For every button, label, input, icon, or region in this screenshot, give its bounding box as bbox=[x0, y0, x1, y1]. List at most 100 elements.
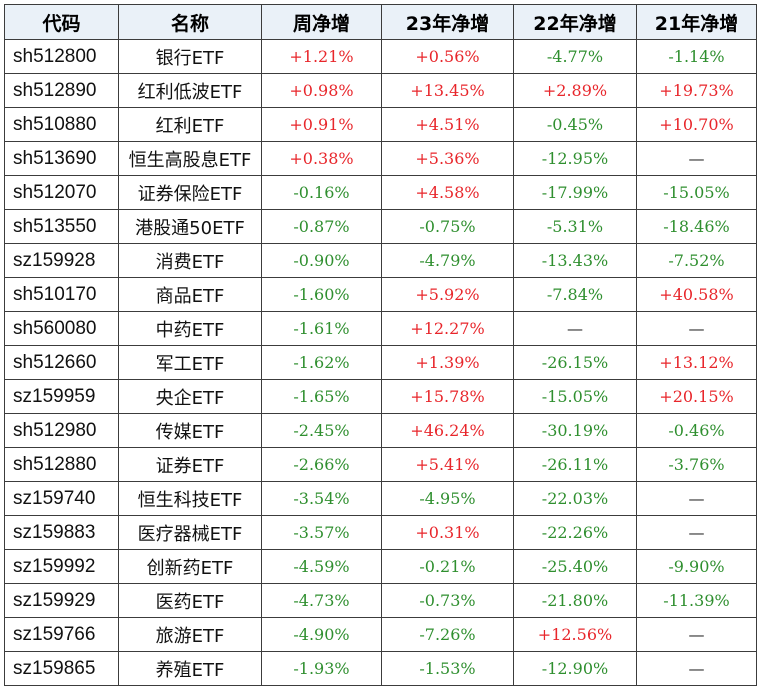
etf-code-cell: sh512880 bbox=[4, 447, 119, 482]
net-growth-2022-cell: -21.80% bbox=[513, 583, 637, 618]
etf-name-cell: 红利低波ETF bbox=[118, 73, 262, 108]
etf-name-cell: 港股通50ETF bbox=[118, 209, 262, 244]
net-growth-2022-cell: -12.90% bbox=[513, 651, 637, 686]
etf-name-cell: 创新药ETF bbox=[118, 549, 262, 584]
header-weekly-net-growth: 周净增 bbox=[261, 4, 382, 40]
etf-code-cell: sh510880 bbox=[4, 107, 119, 142]
net-growth-2022-cell: — bbox=[513, 311, 637, 346]
net-growth-2022-cell: -22.26% bbox=[513, 515, 637, 550]
net-growth-2021-cell: +20.15% bbox=[636, 379, 757, 414]
net-growth-2023-cell: -1.53% bbox=[381, 651, 514, 686]
etf-code-cell: sz159865 bbox=[4, 651, 119, 686]
weekly-net-growth-cell: -1.62% bbox=[261, 345, 382, 380]
etf-code-cell: sz159740 bbox=[4, 481, 119, 516]
etf-name-cell: 红利ETF bbox=[118, 107, 262, 142]
table-row: sh510880 红利ETF +0.91% +4.51% -0.45% +10.70% bbox=[4, 107, 757, 142]
etf-code-cell: sz159959 bbox=[4, 379, 119, 414]
net-growth-2021-cell: +19.73% bbox=[636, 73, 757, 108]
weekly-net-growth-cell: -0.90% bbox=[261, 243, 382, 278]
net-growth-2022-cell: -22.03% bbox=[513, 481, 637, 516]
net-growth-2023-cell: -4.79% bbox=[381, 243, 514, 278]
weekly-net-growth-cell: -0.87% bbox=[261, 209, 382, 244]
etf-name-cell: 医药ETF bbox=[118, 583, 262, 618]
net-growth-2022-cell: -13.43% bbox=[513, 243, 637, 278]
table-row: sh513550 港股通50ETF -0.87% -0.75% -5.31% -18.46… bbox=[4, 209, 757, 244]
header-code: 代码 bbox=[4, 4, 119, 40]
header-name: 名称 bbox=[118, 4, 262, 40]
net-growth-2021-cell: -3.76% bbox=[636, 447, 757, 482]
net-growth-2021-cell: -0.46% bbox=[636, 413, 757, 448]
etf-net-growth-table: 代码 名称 周净增 23年净增 22年净增 21年净增 sh512800 银行ET… bbox=[4, 4, 757, 686]
net-growth-2021-cell: -9.90% bbox=[636, 549, 757, 584]
etf-name-cell: 恒生高股息ETF bbox=[118, 141, 262, 176]
etf-name-cell: 传媒ETF bbox=[118, 413, 262, 448]
net-growth-2022-cell: -26.11% bbox=[513, 447, 637, 482]
weekly-net-growth-cell: -0.16% bbox=[261, 175, 382, 210]
etf-code-cell: sh512980 bbox=[4, 413, 119, 448]
net-growth-2021-cell: -18.46% bbox=[636, 209, 757, 244]
etf-name-cell: 央企ETF bbox=[118, 379, 262, 414]
net-growth-2023-cell: +0.56% bbox=[381, 39, 514, 74]
etf-name-cell: 中药ETF bbox=[118, 311, 262, 346]
etf-name-cell: 医疗器械ETF bbox=[118, 515, 262, 550]
etf-code-cell: sh513690 bbox=[4, 141, 119, 176]
table-row: sh512880 证券ETF -2.66% +5.41% -26.11% -3.76% bbox=[4, 447, 757, 482]
header-2022-net-growth: 22年净增 bbox=[513, 4, 637, 40]
net-growth-2022-cell: -0.45% bbox=[513, 107, 637, 142]
etf-name-cell: 养殖ETF bbox=[118, 651, 262, 686]
etf-code-cell: sh512660 bbox=[4, 345, 119, 380]
table-row: sz159929 医药ETF -4.73% -0.73% -21.80% -11.39% bbox=[4, 583, 757, 618]
weekly-net-growth-cell: -4.90% bbox=[261, 617, 382, 652]
table-row: sh512890 红利低波ETF +0.98% +13.45% +2.89% +19.73… bbox=[4, 73, 757, 108]
etf-code-cell: sh512800 bbox=[4, 39, 119, 74]
header-2021-net-growth: 21年净增 bbox=[636, 4, 757, 40]
table-row: sh512800 银行ETF +1.21% +0.56% -4.77% -1.14% bbox=[4, 39, 757, 74]
table-body: sh512800 银行ETF +1.21% +0.56% -4.77% -1.14% sh5… bbox=[4, 39, 757, 686]
table-row: sz159865 养殖ETF -1.93% -1.53% -12.90% — bbox=[4, 651, 757, 686]
weekly-net-growth-cell: -3.54% bbox=[261, 481, 382, 516]
net-growth-2023-cell: +12.27% bbox=[381, 311, 514, 346]
weekly-net-growth-cell: -1.65% bbox=[261, 379, 382, 414]
weekly-net-growth-cell: +0.38% bbox=[261, 141, 382, 176]
weekly-net-growth-cell: -2.66% bbox=[261, 447, 382, 482]
net-growth-2022-cell: -30.19% bbox=[513, 413, 637, 448]
weekly-net-growth-cell: +0.98% bbox=[261, 73, 382, 108]
weekly-net-growth-cell: -2.45% bbox=[261, 413, 382, 448]
table-row: sh513690 恒生高股息ETF +0.38% +5.36% -12.95% — bbox=[4, 141, 757, 176]
table-row: sz159992 创新药ETF -4.59% -0.21% -25.40% -9.90% bbox=[4, 549, 757, 584]
weekly-net-growth-cell: -3.57% bbox=[261, 515, 382, 550]
etf-code-cell: sz159992 bbox=[4, 549, 119, 584]
net-growth-2022-cell: -17.99% bbox=[513, 175, 637, 210]
table-row: sh512070 证券保险ETF -0.16% +4.58% -17.99% -15.05… bbox=[4, 175, 757, 210]
etf-code-cell: sz159929 bbox=[4, 583, 119, 618]
net-growth-2021-cell: -15.05% bbox=[636, 175, 757, 210]
net-growth-2023-cell: +13.45% bbox=[381, 73, 514, 108]
net-growth-2023-cell: +0.31% bbox=[381, 515, 514, 550]
net-growth-2021-cell: -7.52% bbox=[636, 243, 757, 278]
etf-code-cell: sh512070 bbox=[4, 175, 119, 210]
net-growth-2023-cell: -7.26% bbox=[381, 617, 514, 652]
etf-name-cell: 军工ETF bbox=[118, 345, 262, 380]
etf-code-cell: sz159766 bbox=[4, 617, 119, 652]
weekly-net-growth-cell: -1.61% bbox=[261, 311, 382, 346]
net-growth-2023-cell: -0.75% bbox=[381, 209, 514, 244]
etf-name-cell: 消费ETF bbox=[118, 243, 262, 278]
etf-name-cell: 旅游ETF bbox=[118, 617, 262, 652]
net-growth-2023-cell: +5.36% bbox=[381, 141, 514, 176]
net-growth-2021-cell: -1.14% bbox=[636, 39, 757, 74]
etf-code-cell: sh513550 bbox=[4, 209, 119, 244]
net-growth-2021-cell: — bbox=[636, 651, 757, 686]
net-growth-2021-cell: — bbox=[636, 311, 757, 346]
net-growth-2023-cell: +15.78% bbox=[381, 379, 514, 414]
etf-code-cell: sh510170 bbox=[4, 277, 119, 312]
net-growth-2022-cell: +2.89% bbox=[513, 73, 637, 108]
etf-name-cell: 银行ETF bbox=[118, 39, 262, 74]
etf-code-cell: sh560080 bbox=[4, 311, 119, 346]
net-growth-2022-cell: -4.77% bbox=[513, 39, 637, 74]
net-growth-2022-cell: -25.40% bbox=[513, 549, 637, 584]
net-growth-2021-cell: -11.39% bbox=[636, 583, 757, 618]
table-row: sz159740 恒生科技ETF -3.54% -4.95% -22.03% — bbox=[4, 481, 757, 516]
net-growth-2021-cell: — bbox=[636, 617, 757, 652]
net-growth-2022-cell: -5.31% bbox=[513, 209, 637, 244]
net-growth-2023-cell: -0.73% bbox=[381, 583, 514, 618]
